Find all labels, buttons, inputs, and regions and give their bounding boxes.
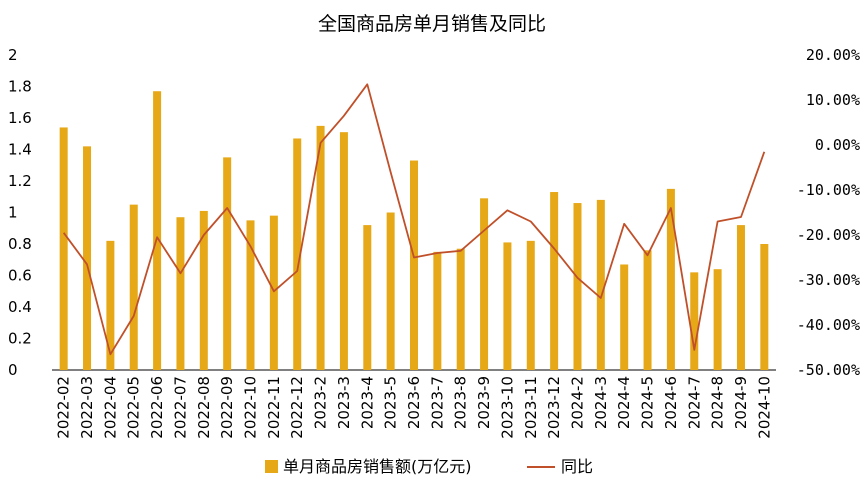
bar-2022-11 — [269, 215, 278, 370]
bar-2024-7 — [690, 272, 699, 370]
bar-2023-11 — [526, 240, 535, 370]
left-y-tick-label: 0.6 — [8, 267, 32, 285]
bar-2023-10 — [503, 242, 512, 370]
right-y-axis: -50.00% -40.00% -30.00% -20.00% -10.00% 0.00%… — [797, 46, 860, 379]
left-y-tick-label: 0.8 — [8, 235, 32, 253]
x-tick-label: 2022-12 — [288, 376, 306, 439]
x-tick-label: 2024-10 — [755, 376, 773, 439]
bar-2024-4 — [620, 264, 629, 370]
left-y-tick-label: 1.2 — [8, 172, 32, 190]
bar-2024-2 — [573, 203, 582, 370]
left-y-tick-label: 2 — [8, 46, 18, 64]
x-tick-label: 2022-11 — [265, 376, 283, 439]
bar-2022-12 — [293, 138, 302, 370]
x-tick-label: 2022-06 — [148, 376, 166, 439]
bar-2024-9 — [736, 225, 745, 370]
left-y-tick-label: 0.4 — [8, 298, 32, 316]
left-y-tick-label: 0 — [8, 361, 18, 379]
x-tick-label: 2022-05 — [125, 376, 143, 439]
bar-2023-7 — [433, 251, 442, 370]
x-tick-label: 2022-09 — [218, 376, 236, 439]
bar-2024-6 — [666, 188, 675, 370]
bar-2022-08 — [199, 210, 208, 370]
bar-series — [59, 91, 769, 370]
bar-2022-05 — [129, 204, 138, 370]
x-tick-label: 2023-10 — [498, 376, 516, 439]
right-y-tick-label: -10.00% — [797, 181, 860, 199]
x-tick-label: 2023-5 — [382, 376, 400, 429]
bar-2023-3 — [339, 132, 348, 370]
bar-2022-07 — [176, 217, 185, 370]
x-tick-label: 2023-2 — [312, 376, 330, 429]
bar-2023-4 — [363, 225, 372, 370]
bar-2023-2 — [316, 125, 325, 370]
bar-2022-10 — [246, 220, 255, 370]
left-y-tick-label: 1.8 — [8, 78, 32, 96]
x-tick-label: 2022-02 — [55, 376, 73, 439]
x-tick-label: 2023-11 — [522, 376, 540, 439]
x-tick-label: 2022-07 — [171, 376, 189, 439]
legend: 单月商品房销售额(万亿元) 同比 — [265, 457, 593, 476]
right-y-tick-label: 10.00% — [806, 91, 860, 109]
x-axis-ticks: 2022-02 2022-03 2022-04 2022-05 2022-06 2022-… — [55, 376, 774, 439]
bar-2022-09 — [223, 157, 232, 370]
right-y-tick-label: 0.00% — [815, 136, 860, 154]
x-tick-label: 2024-8 — [709, 376, 727, 429]
x-tick-label: 2022-08 — [195, 376, 213, 439]
left-y-tick-label: 1.6 — [8, 109, 32, 127]
left-y-tick-label: 1.4 — [8, 141, 32, 159]
bar-2024-3 — [596, 199, 605, 370]
x-tick-label: 2023-7 — [428, 376, 446, 429]
bar-2024-5 — [643, 250, 652, 370]
x-tick-label: 2024-5 — [639, 376, 657, 429]
x-tick-label: 2023-3 — [335, 376, 353, 429]
right-y-tick-label: -30.00% — [797, 271, 860, 289]
x-tick-label: 2024-2 — [568, 376, 586, 429]
right-y-tick-label: -40.00% — [797, 316, 860, 334]
bar-2023-9 — [480, 198, 489, 370]
x-tick-label: 2022-04 — [101, 376, 119, 439]
bar-2024-8 — [713, 269, 722, 370]
line-series — [62, 83, 766, 356]
x-tick-label: 2023-6 — [405, 376, 423, 429]
right-y-tick-label: 20.00% — [806, 46, 860, 64]
bar-2023-8 — [456, 248, 465, 370]
right-y-tick-label: -20.00% — [797, 226, 860, 244]
bar-2022-02 — [59, 127, 68, 370]
x-tick-label: 2024-7 — [685, 376, 703, 429]
chart-title: 全国商品房单月销售及同比 — [318, 13, 546, 35]
bar-2022-06 — [153, 91, 162, 370]
bar-2023-12 — [550, 192, 559, 370]
legend-bar-label: 单月商品房销售额(万亿元) — [283, 457, 472, 476]
x-tick-label: 2024-6 — [662, 376, 680, 429]
x-tick-label: 2023-8 — [452, 376, 470, 429]
bar-2024-10 — [760, 244, 769, 370]
x-tick-label: 2023-9 — [475, 376, 493, 429]
x-tick-label: 2023-12 — [545, 376, 563, 439]
legend-bar-swatch — [265, 460, 278, 473]
x-tick-label: 2022-10 — [242, 376, 260, 439]
bar-2022-04 — [106, 240, 115, 370]
left-y-tick-label: 1 — [8, 204, 18, 222]
bar-2023-5 — [386, 212, 395, 370]
x-tick-label: 2023-4 — [358, 376, 376, 429]
x-tick-label: 2024-3 — [592, 376, 610, 429]
left-y-axis: 0 0.2 0.4 0.6 0.8 1 1.2 1.4 1.6 1.8 2 — [8, 46, 32, 379]
bar-2023-6 — [410, 160, 418, 370]
x-tick-label: 2024-9 — [732, 376, 750, 429]
bar-2022-03 — [83, 146, 92, 370]
x-tick-label: 2024-4 — [615, 376, 633, 429]
legend-line-label: 同比 — [561, 457, 593, 476]
x-tick-label: 2022-03 — [78, 376, 96, 439]
right-y-tick-label: -50.00% — [797, 361, 860, 379]
left-y-tick-label: 0.2 — [8, 330, 32, 348]
